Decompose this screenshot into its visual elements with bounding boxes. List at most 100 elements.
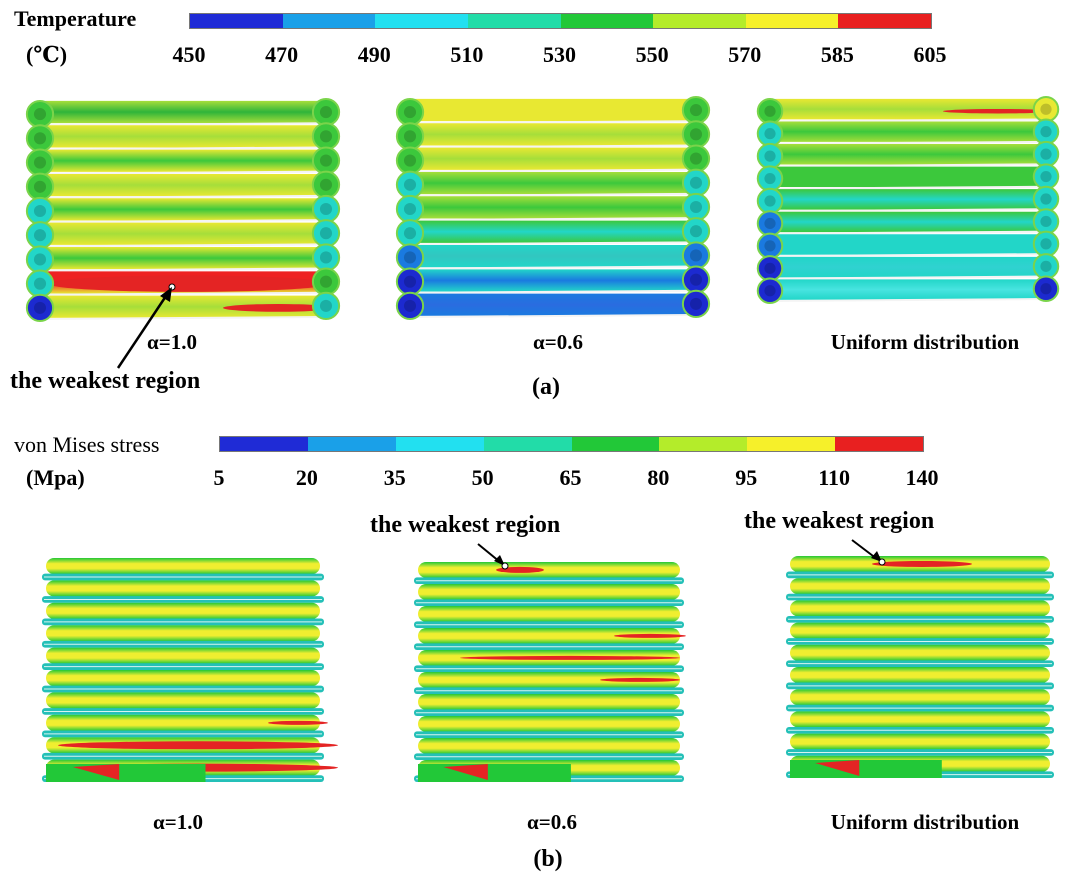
bellows-convolution [418,628,680,644]
colorbar-segment [745,14,839,28]
colorbar-tick-label: 570 [728,42,762,67]
colorbar-tick-label: 20 [295,465,318,490]
hot-band [48,275,328,292]
tube-row [770,166,1046,188]
tube-separator [41,219,325,224]
tube-end-hole [764,262,776,274]
stress-render-alpha-1 [42,558,338,782]
stress-colorbar [219,436,924,452]
tube-end-hole [403,106,417,119]
colorbar-segment [571,437,660,451]
stress-render-alpha-0-6 [414,562,686,782]
tube-end-hole [689,152,703,165]
tube-end-hole [403,275,417,288]
tube-end-hole [33,204,47,218]
tube-separator [411,217,695,222]
colorbar-tick-label: 490 [357,42,391,67]
temperature-render-alpha-1 [25,98,341,322]
bellows-convolution [46,647,320,664]
tube-end-hole [689,128,703,141]
tube-separator [411,314,695,318]
tube-end-hole [689,200,703,214]
tube-end-hole [1040,215,1052,228]
bellows-convolution [790,644,1050,661]
colorbar-segment [282,14,376,28]
caption-a-uniform: Uniform distribution [830,330,1020,354]
bellows-convolution [46,670,320,687]
tube-end-hole [319,227,333,240]
colorbar-segment [653,14,746,28]
tube-end-hole [1040,126,1052,138]
bellows-convolution [790,600,1050,617]
tube-row [770,234,1046,255]
temperature-colorbar [189,13,932,29]
bellows-convolution [418,584,680,600]
tube-row [770,279,1046,300]
tube-end-hole [33,108,47,121]
stress-hotspot [614,633,686,638]
tube-row [410,98,696,122]
tube-end-hole [1040,148,1052,160]
colorbar-segment [395,437,484,451]
caption-a-alpha-0-6: α=0.6 [533,330,583,354]
tube-separator [411,289,695,294]
tube-row [40,149,326,172]
bellows-convolution [46,602,320,619]
tube-end-hole [764,128,776,140]
tube-end-hole [319,299,333,312]
tube-separator [411,168,695,173]
bellows-convolution [46,558,320,575]
tube-row [40,222,326,245]
colorbar-tick-label: 510 [450,42,484,67]
tube-end-left [25,293,55,322]
bellows-convolution [418,716,680,732]
stress-hotspot [600,677,680,682]
tube-end-hole [689,225,703,238]
tube-end-hole [403,154,417,167]
tube-end-hole [33,301,47,314]
tube-separator [411,144,695,149]
tube-end-hole [689,176,703,189]
tube-separator [41,194,325,199]
tube-row [770,211,1046,233]
colorbar-tick-label: 50 [471,465,494,490]
colorbar-tick-label: 140 [905,465,939,490]
bellows-convolution [46,625,320,642]
temperature-render-uniform [756,96,1060,304]
bellows-convolution [790,667,1050,683]
colorbar-tick-label: 110 [818,465,851,490]
colorbar-segment [307,437,396,451]
colorbar-segment [835,437,923,451]
stress-hotspot [872,560,972,567]
tube-end-hole [319,251,333,264]
tube-end-hole [1040,260,1052,272]
caption-a-alpha-1: α=1.0 [147,330,197,354]
colorbar-segment [483,437,572,451]
tube-end-hole [689,104,703,117]
caption-b-uniform: Uniform distribution [830,810,1020,834]
bellows-convolution [418,738,680,754]
colorbar-tick-label: 35 [383,465,406,490]
stress-hotspot [815,760,860,776]
tube-row [770,256,1046,278]
tube-end-right [681,289,711,318]
tube-end-hole [319,106,333,119]
bellows-convolution [46,692,320,709]
colorbar-tick-label: 450 [172,42,206,67]
tube-end-hole [403,299,417,312]
colorbar-tick-label: 585 [820,42,854,67]
bellows-convolution [418,606,680,622]
tube-separator [41,170,325,175]
panel-a-label: (a) [532,374,560,400]
caption-b-alpha-1: α=1.0 [153,810,203,834]
tube-end-hole [33,253,47,266]
tube-separator [771,163,1045,168]
tube-row [40,198,326,221]
bellows-convolution [790,733,1050,750]
tube-row [40,173,326,197]
tube-row [410,269,696,292]
tube-end-left [395,291,425,320]
tube-end-hole [33,277,47,290]
tube-separator [771,298,1045,302]
